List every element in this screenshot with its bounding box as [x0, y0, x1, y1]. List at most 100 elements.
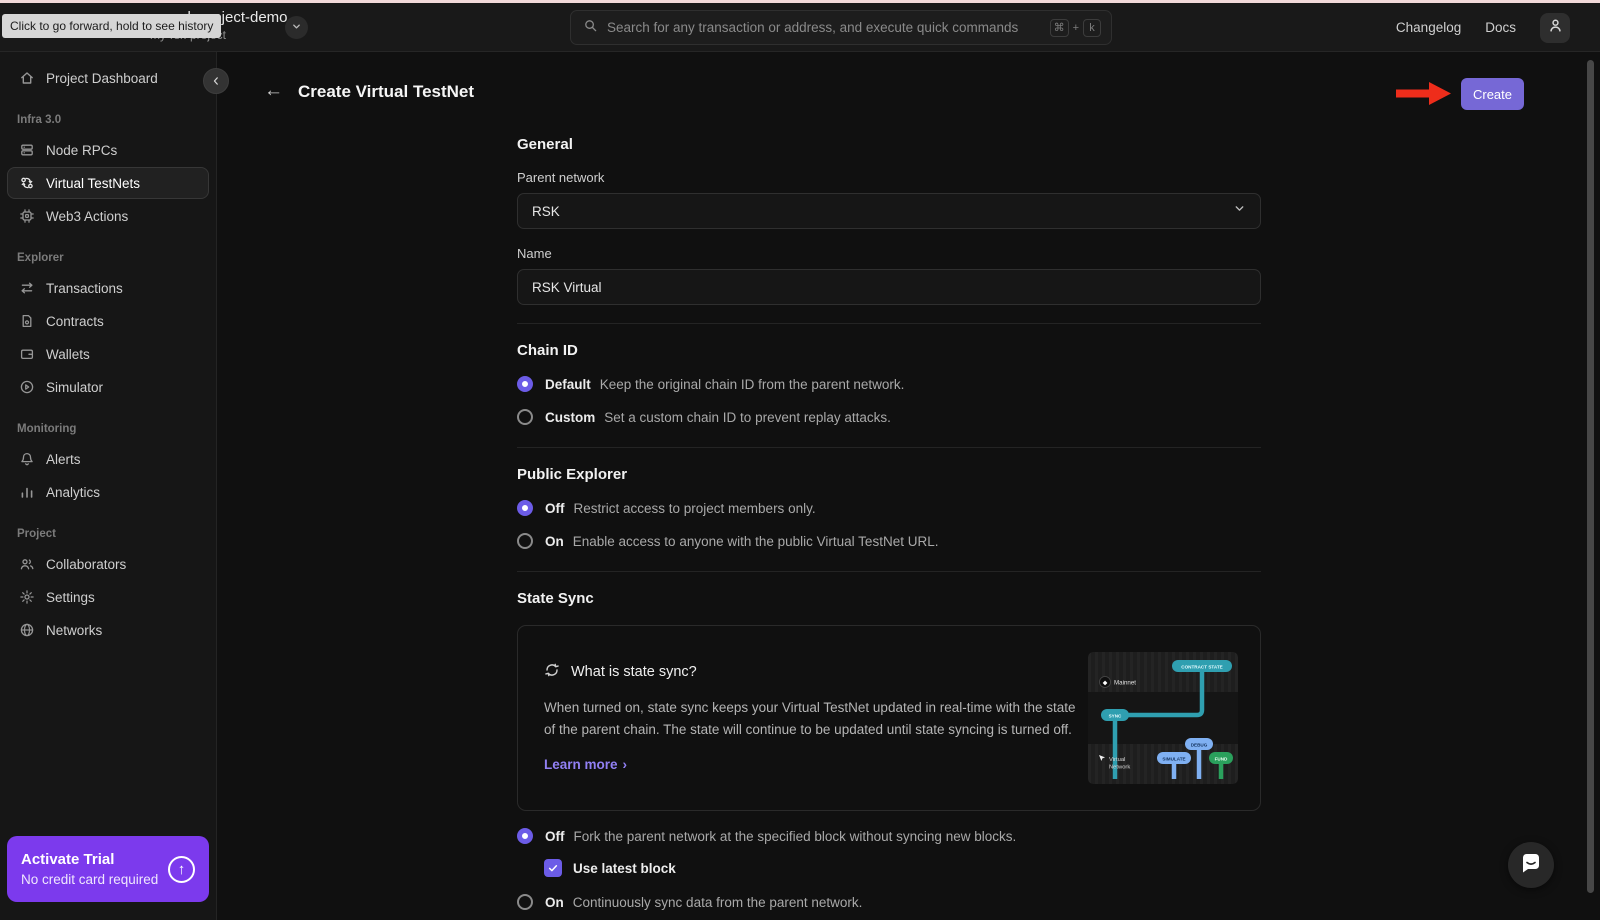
cursor-icon	[1099, 755, 1105, 761]
project-dropdown-button[interactable]	[285, 16, 308, 39]
window-top-edge	[0, 0, 1600, 3]
use-latest-block-checkbox[interactable]	[544, 859, 562, 877]
sidebar-item-node-rpcs[interactable]: Node RPCs	[7, 134, 209, 166]
users-icon	[18, 556, 35, 573]
sidebar-item-settings[interactable]: Settings	[7, 581, 209, 613]
state-sync-option-on: On Continuously sync data from the paren…	[517, 894, 1261, 910]
changelog-link[interactable]: Changelog	[1395, 20, 1462, 35]
name-input[interactable]	[532, 279, 1246, 295]
state-sync-heading: State Sync	[517, 590, 594, 607]
main-content: ← Create Virtual TestNet Create General …	[217, 52, 1600, 920]
wallet-icon	[18, 346, 35, 363]
scrollbar-thumb[interactable]	[1587, 60, 1594, 893]
radio-explorer-off[interactable]	[517, 500, 533, 516]
docs-link[interactable]: Docs	[1485, 20, 1516, 35]
chain-id-option-default: Default Keep the original chain ID from …	[517, 376, 1261, 392]
bar-chart-icon	[18, 484, 35, 501]
trial-subtitle: No credit card required	[21, 872, 159, 887]
server-icon	[18, 142, 35, 159]
shortcut-separator: +	[1072, 21, 1079, 34]
divider	[517, 323, 1261, 324]
sidebar-item-label: Web3 Actions	[46, 208, 129, 224]
search-input[interactable]	[607, 20, 1050, 35]
sidebar: Project Dashboard Infra 3.0 Node RPCs Vi…	[0, 52, 229, 920]
sidebar-section-explorer: Explorer	[17, 252, 64, 264]
sidebar-item-simulator[interactable]: Simulator	[7, 371, 209, 403]
globe-icon	[18, 622, 35, 639]
swap-arrows-icon	[18, 280, 35, 297]
sidebar-item-analytics[interactable]: Analytics	[7, 476, 209, 508]
sync-badge: SYNC	[1109, 713, 1122, 718]
sidebar-item-collaborators[interactable]: Collaborators	[7, 548, 209, 580]
chevron-down-icon	[1233, 202, 1246, 220]
sidebar-item-wallets[interactable]: Wallets	[7, 338, 209, 370]
fork-network-icon	[18, 175, 35, 192]
simulate-badge: SIMULATE	[1162, 756, 1185, 761]
account-menu-button[interactable]	[1540, 12, 1570, 43]
sidebar-item-label: Wallets	[46, 346, 90, 362]
debug-badge: DEBUG	[1191, 742, 1208, 747]
radio-custom[interactable]	[517, 409, 533, 425]
state-sync-question: What is state sync?	[571, 664, 697, 681]
annotation-arrow	[1396, 82, 1451, 105]
sidebar-item-alerts[interactable]: Alerts	[7, 443, 209, 475]
public-explorer-option-on: On Enable access to anyone with the publ…	[517, 533, 1261, 549]
sidebar-item-web3-actions[interactable]: Web3 Actions	[7, 200, 209, 232]
general-heading: General	[517, 136, 573, 153]
chain-id-heading: Chain ID	[517, 342, 578, 359]
sidebar-item-label: Transactions	[46, 280, 123, 296]
sidebar-item-project-dashboard[interactable]: Project Dashboard	[7, 62, 209, 94]
sidebar-item-transactions[interactable]: Transactions	[7, 272, 209, 304]
contract-state-badge: CONTRACT STATE	[1181, 664, 1222, 669]
page-title: Create Virtual TestNet	[298, 82, 475, 101]
radio-sync-on[interactable]	[517, 894, 533, 910]
gear-icon	[18, 589, 35, 606]
chat-launcher-button[interactable]	[1508, 842, 1554, 888]
parent-network-value: RSK	[532, 203, 560, 219]
cmd-key: ⌘	[1049, 18, 1069, 37]
trial-title: Activate Trial	[21, 851, 115, 868]
sidebar-item-label: Collaborators	[46, 556, 127, 572]
divider	[517, 571, 1261, 572]
chevron-right-icon: ›	[622, 757, 628, 773]
sidebar-section-project: Project	[17, 528, 56, 540]
sync-refresh-icon	[544, 662, 560, 683]
learn-more-link[interactable]: Learn more ›	[544, 757, 628, 773]
activate-trial-banner[interactable]: Activate Trial No credit card required ↑	[7, 836, 209, 902]
radio-default[interactable]	[517, 376, 533, 392]
create-testnet-form: General Parent network RSK Name Chain ID…	[517, 136, 1261, 920]
virtual-network-label-1: Virtual	[1109, 757, 1125, 763]
sidebar-item-virtual-testnets[interactable]: Virtual TestNets	[7, 167, 209, 199]
parent-network-label: Parent network	[517, 170, 605, 185]
sidebar-collapse-button[interactable]	[203, 68, 229, 94]
create-button[interactable]: Create	[1461, 78, 1524, 110]
use-latest-block-row: Use latest block	[544, 859, 1261, 877]
radio-explorer-on[interactable]	[517, 533, 533, 549]
sidebar-section-infra: Infra 3.0	[17, 114, 62, 126]
sidebar-item-contracts[interactable]: Contracts	[7, 305, 209, 337]
chip-icon	[18, 208, 35, 225]
sidebar-item-label: Analytics	[46, 484, 101, 500]
public-explorer-option-off: Off Restrict access to project members o…	[517, 500, 1261, 516]
sidebar-item-label: Project Dashboard	[46, 70, 158, 86]
virtual-network-label-2: Network	[1109, 765, 1130, 771]
public-explorer-heading: Public Explorer	[517, 466, 628, 483]
chevron-down-icon	[291, 19, 302, 37]
fund-badge: FUND	[1215, 756, 1228, 761]
mainnet-label: Mainnet	[1114, 680, 1136, 687]
back-arrow-icon[interactable]: ←	[264, 80, 283, 101]
sidebar-item-networks[interactable]: Networks	[7, 614, 209, 646]
global-search[interactable]: ⌘ + k	[570, 10, 1112, 45]
divider	[517, 447, 1261, 448]
radio-sync-off[interactable]	[517, 828, 533, 844]
bell-icon	[18, 451, 35, 468]
play-circle-icon	[18, 379, 35, 396]
contract-file-icon	[18, 313, 35, 330]
sidebar-item-label: Virtual TestNets	[46, 175, 141, 191]
name-field-box	[517, 269, 1261, 305]
sidebar-item-label: Simulator	[46, 379, 104, 395]
name-label: Name	[517, 246, 552, 261]
topbar: Click to go forward, hold to see history…	[0, 3, 1600, 52]
state-sync-illustration: ◆ Mainnet CONTRACT STATE SYNC DEBUG SIMU…	[1088, 652, 1238, 784]
parent-network-select[interactable]: RSK	[517, 193, 1261, 229]
